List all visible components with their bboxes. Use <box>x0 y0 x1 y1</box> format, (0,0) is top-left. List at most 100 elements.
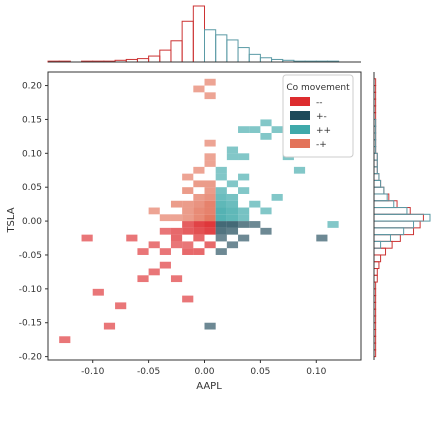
marginal-y-bar <box>373 227 405 236</box>
heatmap-cell <box>238 207 250 215</box>
marginal-x-bar <box>204 29 217 63</box>
heatmap-cell <box>215 234 227 242</box>
heatmap-cell <box>215 227 227 235</box>
y-tick-label: -0.20 <box>19 353 43 363</box>
y-tick-label: -0.15 <box>19 319 42 329</box>
heatmap-cell <box>193 234 205 242</box>
heatmap-cell <box>249 126 261 133</box>
marginal-y-bar <box>373 213 431 222</box>
heatmap-cell <box>215 187 227 194</box>
heatmap-cell <box>182 241 194 249</box>
heatmap-cell <box>170 200 183 208</box>
heatmap-cell <box>193 248 205 255</box>
heatmap-cell <box>204 180 216 188</box>
legend-items: -- +- ++ -+ <box>290 97 331 150</box>
heatmap-cell <box>159 261 171 269</box>
heatmap-cell <box>249 221 261 228</box>
heatmap-cell <box>238 173 250 181</box>
heatmap-cell <box>215 221 227 228</box>
x-tick-label: 0.05 <box>250 367 270 377</box>
marginal-y-bar <box>373 234 401 242</box>
heatmap-cell <box>193 227 205 235</box>
heatmap-cell <box>260 132 272 140</box>
heatmap-cell <box>170 214 183 222</box>
heatmap-cell <box>137 275 149 283</box>
heatmap-cell <box>204 187 216 194</box>
marginal-y-bar <box>373 227 415 236</box>
marginal-x-bar <box>248 53 261 63</box>
x-axis-label: AAPL <box>196 381 222 392</box>
heatmap-cell <box>137 248 149 255</box>
y-tick-label: 0.10 <box>22 149 42 159</box>
heatmap-cell <box>103 322 116 330</box>
heatmap-cell <box>238 214 250 222</box>
heatmap-cell <box>193 221 205 228</box>
heatmap-cell <box>204 207 216 215</box>
legend-label: +- <box>316 112 327 122</box>
heatmap-cell <box>193 200 205 208</box>
marginal-x-bar <box>237 47 250 63</box>
marginal-x-bar <box>159 49 172 63</box>
marginal-y-bar <box>373 213 424 222</box>
marginal-x-bar <box>192 5 206 63</box>
marginal-x-bar <box>148 55 161 63</box>
heatmap-cell <box>182 295 194 303</box>
heatmap-cell <box>204 214 216 222</box>
marginal-x-bar <box>226 39 239 63</box>
heatmap-cell <box>193 207 205 215</box>
legend-swatch <box>290 139 310 148</box>
marginal-y-bar <box>373 234 391 242</box>
heatmap-cell <box>81 234 93 242</box>
heatmap-cell <box>126 234 138 242</box>
marginal-y-bar <box>373 193 390 202</box>
heatmap-cell <box>215 248 227 255</box>
heatmap-cell <box>182 207 194 215</box>
marginal-y-bar <box>373 240 382 249</box>
heatmap-cell <box>249 200 261 208</box>
heatmap-cell <box>182 227 194 235</box>
heatmap-cell <box>182 200 194 208</box>
heatmap-cell <box>238 126 250 133</box>
heatmap-cell <box>204 193 216 201</box>
heatmap-cell <box>182 221 194 228</box>
heatmap-cell <box>182 248 194 255</box>
x-tick-label: 0.00 <box>194 367 214 377</box>
y-tick-label: 0.20 <box>22 82 42 92</box>
x-tick-label: 0.10 <box>306 367 326 377</box>
heatmap-cell <box>204 153 216 161</box>
heatmap-cell <box>238 221 250 228</box>
marginal-y-bar <box>373 207 411 215</box>
marginal-y-bar <box>373 173 380 181</box>
heatmap-cell <box>226 214 239 222</box>
marginal-y-bar <box>373 261 380 270</box>
heatmap-cell <box>170 227 183 235</box>
marginal-y-bar <box>373 247 387 256</box>
heatmap-cell <box>215 166 227 174</box>
heatmap-cell <box>170 234 183 242</box>
heatmap-cell <box>226 221 239 228</box>
marginal-y-bar <box>373 254 382 263</box>
marginal-y-bar <box>373 173 380 181</box>
heatmap-cell <box>226 146 239 154</box>
heatmap-cell <box>215 207 227 215</box>
marginal-y-bar <box>373 179 382 188</box>
heatmap-cell <box>260 227 272 235</box>
y-tick-label: -0.10 <box>19 285 43 295</box>
heatmap-cell <box>226 193 239 201</box>
heatmap-cell <box>193 166 205 174</box>
marginal-y-bar <box>373 179 382 188</box>
legend-label: -- <box>316 98 323 108</box>
heatmap-cell <box>226 227 239 235</box>
legend-label: ++ <box>316 126 331 136</box>
legend-swatch <box>290 125 310 134</box>
marginal-x-bar <box>181 20 194 63</box>
axes: -0.10 -0.05 0.00 0.05 0.10 0.20 0.15 0.10 0.05 0.… <box>19 71 362 377</box>
marginal-y-histogram <box>373 72 431 360</box>
marginal-y-bar <box>373 186 385 195</box>
y-tick-label: 0.15 <box>22 115 42 125</box>
heatmap-cell <box>226 153 239 161</box>
legend-frame <box>282 74 354 158</box>
heatmap-cell <box>215 214 227 222</box>
heatmap-cell <box>204 78 216 86</box>
